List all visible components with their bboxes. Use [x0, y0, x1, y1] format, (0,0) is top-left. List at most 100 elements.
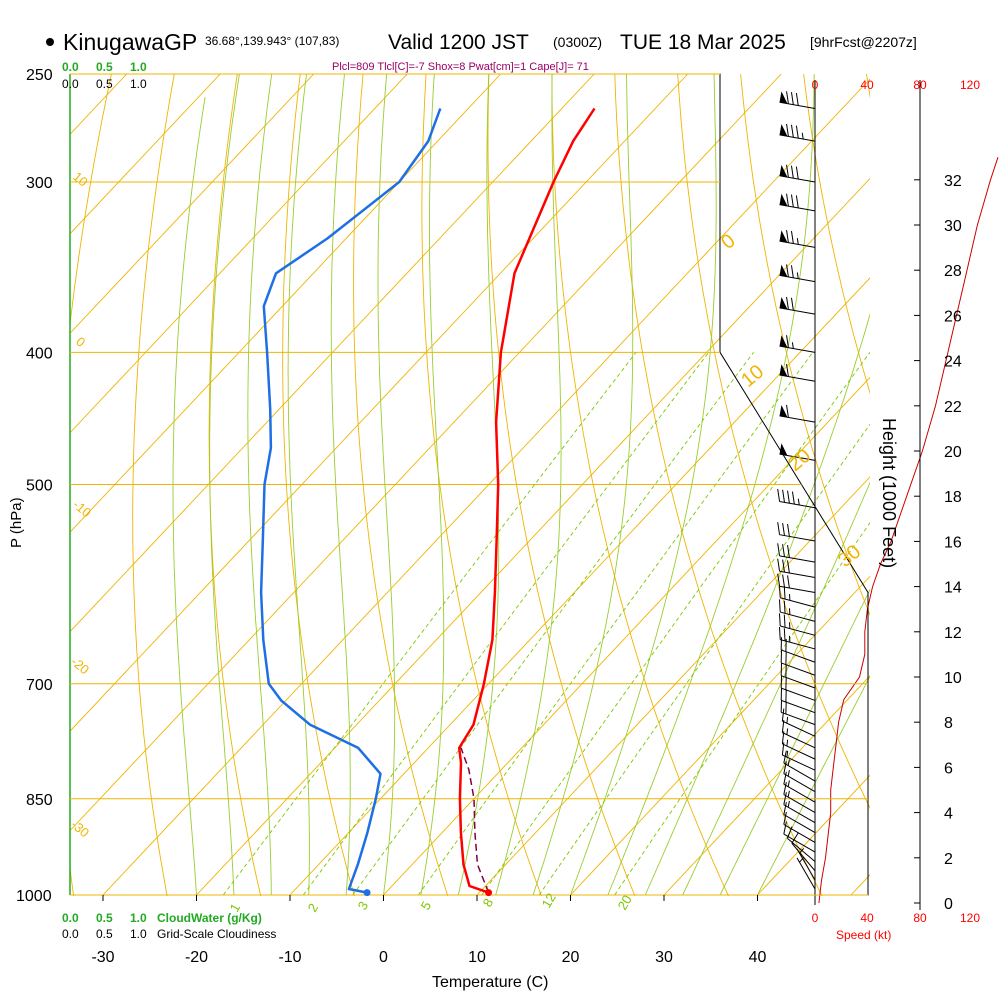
moist-adiabat-line: [682, 481, 870, 896]
speed-scale-top: 120: [960, 78, 980, 92]
mixing-ratio-label: 8: [480, 896, 497, 910]
mixing-ratio-label: 2: [305, 901, 322, 915]
wind-barb-feather: [786, 230, 789, 243]
moist-adiabat-line: [377, 74, 396, 896]
dry-adiabat-line: [208, 74, 262, 896]
height-tick-label: 32: [944, 173, 962, 190]
y-axis-title: P (hPa): [8, 497, 25, 548]
dry-adiabat-label: -30: [68, 817, 92, 841]
mixing-ratio-label: 3: [355, 899, 372, 913]
wind-barb-feather: [786, 363, 789, 377]
height-tick-label: 18: [944, 489, 962, 506]
temperature-tick-label: -20: [185, 949, 208, 966]
height-tick-label: 4: [944, 806, 953, 823]
height-tick-label: 8: [944, 715, 953, 732]
moist-adiabat-line: [495, 74, 562, 896]
wind-barb-feather: [781, 708, 785, 722]
wind-barb-staff: [783, 762, 816, 782]
wind-barb-staff: [782, 732, 816, 749]
dry-adiabat-label: 0: [73, 334, 88, 350]
wind-barb-pennant: [779, 230, 788, 243]
wind-barb-feather: [786, 193, 789, 207]
wind-barb-feather: [790, 265, 794, 278]
moist-adiabat-line: [420, 74, 445, 896]
temperature-tick-label: 0: [379, 949, 388, 966]
valid-time: Valid 1200 JST: [388, 31, 529, 54]
wind-barb-half-feather: [801, 132, 804, 140]
wind-barb-feather: [783, 614, 786, 628]
wind-barb: [783, 782, 816, 813]
height-tick-label: 12: [944, 625, 962, 642]
height-tick-label: 22: [944, 399, 962, 416]
mixing-ratio-label: 5: [418, 899, 435, 913]
isotherm-line: [70, 74, 408, 434]
temperature-tick-label: 40: [749, 949, 767, 966]
pressure-label-1000: 1000: [16, 888, 52, 905]
wind-barb: [779, 230, 816, 248]
station-marker-icon: [46, 38, 54, 46]
wind-barb-feather: [777, 522, 781, 535]
dry-adiabat-label: -20: [68, 654, 92, 678]
mixing-ratio-line: [222, 352, 637, 896]
plot-frame: [69, 73, 921, 910]
dry-adiabat-label: -10: [70, 497, 94, 521]
cloudiness-scale-top: 0.5: [96, 77, 113, 91]
wind-barb: [780, 675, 816, 701]
dry-adiabat-line: [740, 74, 870, 617]
wind-barb-staff: [779, 500, 816, 509]
utc-time: (0300Z): [553, 34, 602, 50]
wind-barb-feather: [782, 574, 785, 588]
station-name: KinugawaGP: [63, 29, 197, 55]
wind-barb-pennant: [779, 297, 788, 310]
wind-barb: [779, 296, 816, 315]
parcel-trajectory-line: [460, 747, 490, 893]
wind-barb: [777, 488, 816, 509]
wind-barb-feather: [790, 165, 794, 179]
cloudwater-scale-bottom: 0.0: [62, 911, 79, 925]
wind-barb-feather: [782, 559, 785, 573]
speed-scale-top: 80: [913, 78, 927, 92]
wind-barb-feather: [777, 543, 781, 556]
station-coords: 36.68°,139.943° (107,83): [205, 34, 339, 48]
pressure-label-850: 850: [26, 792, 53, 809]
speed-scale-bottom: 120: [960, 911, 980, 925]
moist-adiabat-line: [570, 74, 717, 896]
cloudwater-label: CloudWater (g/Kg): [157, 911, 262, 925]
height-tick-label: 16: [944, 534, 962, 551]
moist-adiabat-line: [247, 74, 273, 895]
wind-barb-half-feather: [786, 728, 789, 735]
temperature-tick-label: 30: [655, 949, 673, 966]
wind-barb-feather: [791, 491, 795, 505]
wind-barb-feather: [787, 523, 790, 537]
dry-adiabat-line: [614, 74, 823, 896]
moist-adiabat-line: [457, 74, 500, 896]
temperature-tick-label: 10: [468, 949, 486, 966]
speed-scale-bottom: 80: [913, 911, 927, 925]
cloudiness-scale-bottom: 0.5: [96, 927, 113, 941]
wind-barb-staff: [782, 743, 816, 760]
wind-barb-half-feather: [787, 769, 790, 777]
wind-barb-staff: [781, 687, 816, 701]
wind-barb-feather: [786, 164, 789, 178]
wind-barb: [781, 708, 816, 737]
wind-barb-feather: [787, 560, 790, 574]
wind-barb-pennant: [779, 193, 788, 207]
wind-barb-staff: [780, 611, 816, 622]
wind-barb-feather: [790, 297, 794, 311]
wind-barb: [779, 264, 816, 283]
wind-barb-feather: [795, 125, 799, 139]
wind-barb-staff: [781, 662, 816, 676]
height-tick-label: 0: [944, 896, 953, 913]
wind-barb-feather: [783, 761, 787, 774]
wind-barb-feather: [790, 124, 794, 138]
speed-scale-bottom: 0: [812, 911, 819, 925]
wind-barb: [779, 404, 816, 423]
moist-adiabat-line: [209, 74, 240, 896]
x-axis-title: Temperature (C): [432, 974, 548, 991]
cloudiness-scale-bottom: 1.0: [130, 927, 147, 941]
wind-barb-half-feather: [786, 739, 789, 747]
cloudiness-scale-bottom: 0.0: [62, 927, 79, 941]
wind-barb-half-feather: [796, 238, 799, 245]
wind-barb: [783, 761, 816, 793]
